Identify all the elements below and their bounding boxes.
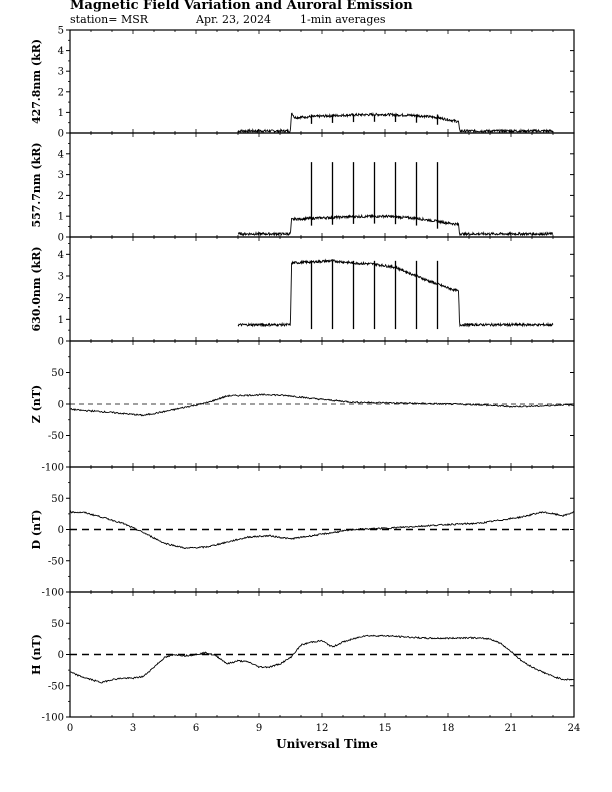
panel-pD: -100 -50 0 50 D (nT) xyxy=(30,466,575,599)
x-tick-label: 12 xyxy=(316,723,329,734)
date-label: Apr. 23, 2024 xyxy=(195,13,271,26)
panel-frame xyxy=(69,29,575,134)
y-tick-label: 0 xyxy=(58,650,64,661)
y-tick-label: 0 xyxy=(58,129,64,140)
y-tick-label: 3 xyxy=(58,67,64,78)
panel-frame xyxy=(69,236,575,342)
y-axis-label: D (nT) xyxy=(30,510,43,550)
y-tick-label: 4 xyxy=(58,149,64,160)
y-tick-label: 0 xyxy=(58,525,64,536)
y-tick-label: 2 xyxy=(58,293,64,304)
figure-title: Magnetic Field Variation and Auroral Emi… xyxy=(70,0,413,13)
y-tick-label: 50 xyxy=(51,368,64,379)
station-label: station= MSR xyxy=(70,13,149,26)
panel-pZ: -100 -50 0 50 Z (nT) xyxy=(30,340,575,474)
x-axis-label: Universal Time xyxy=(276,737,378,751)
panels-group: 0 1 2 3 4 5 427.8nm (kR) 0 1 2 3 4 557.7nm (kR) 0 1 2 3 4… xyxy=(30,26,575,724)
y-axis-label: 427.8nm (kR) xyxy=(30,39,43,124)
x-tick-label: 9 xyxy=(256,723,262,734)
y-tick-label: 0 xyxy=(58,400,64,411)
y-axis-label: 630.0nm (kR) xyxy=(30,246,43,331)
y-tick-label: 2 xyxy=(58,191,64,202)
panel-p5577: 0 1 2 3 4 557.7nm (kR) xyxy=(30,132,575,244)
y-tick-label: 50 xyxy=(51,619,64,630)
y-tick-label: 1 xyxy=(58,315,64,326)
y-axis-label: 557.7nm (kR) xyxy=(30,142,43,227)
y-tick-label: 0 xyxy=(58,233,64,244)
x-tick-label: 6 xyxy=(193,723,199,734)
series-line xyxy=(69,510,575,550)
y-tick-label: 4 xyxy=(58,46,64,57)
x-tick-label: 3 xyxy=(130,723,136,734)
y-tick-label: -50 xyxy=(48,431,64,442)
y-axis-label: H (nT) xyxy=(30,634,43,675)
y-tick-label: 2 xyxy=(58,87,64,98)
x-axis: 0 3 6 9 12 15 18 21 24 xyxy=(67,723,581,734)
y-tick-label: -100 xyxy=(42,463,64,474)
x-tick-label: 15 xyxy=(379,723,392,734)
x-tick-label: 24 xyxy=(568,723,581,734)
x-tick-label: 21 xyxy=(505,723,518,734)
y-axis-label: Z (nT) xyxy=(30,385,43,423)
y-tick-label: -100 xyxy=(42,588,64,599)
y-tick-label: 3 xyxy=(58,170,64,181)
y-tick-label: 50 xyxy=(51,494,64,505)
panel-p4278: 0 1 2 3 4 5 427.8nm (kR) xyxy=(30,26,575,140)
panel-p6300: 0 1 2 3 4 630.0nm (kR) xyxy=(30,236,575,348)
series-line xyxy=(69,634,575,684)
y-tick-label: 1 xyxy=(58,108,64,119)
x-tick-label: 18 xyxy=(442,723,455,734)
y-tick-label: -100 xyxy=(42,713,64,724)
y-tick-label: 4 xyxy=(58,250,64,261)
panel-pH: -100 -50 0 50 H (nT) xyxy=(30,591,575,724)
y-tick-label: 0 xyxy=(58,337,64,348)
y-tick-label: -50 xyxy=(48,556,64,567)
y-tick-label: 5 xyxy=(58,26,64,37)
y-tick-label: 1 xyxy=(58,212,64,223)
averaging-label: 1-min averages xyxy=(300,13,386,26)
series-line xyxy=(69,393,575,417)
x-tick-label: 0 xyxy=(67,723,73,734)
panel-frame xyxy=(69,132,575,238)
y-tick-label: -50 xyxy=(48,681,64,692)
y-tick-label: 3 xyxy=(58,272,64,283)
